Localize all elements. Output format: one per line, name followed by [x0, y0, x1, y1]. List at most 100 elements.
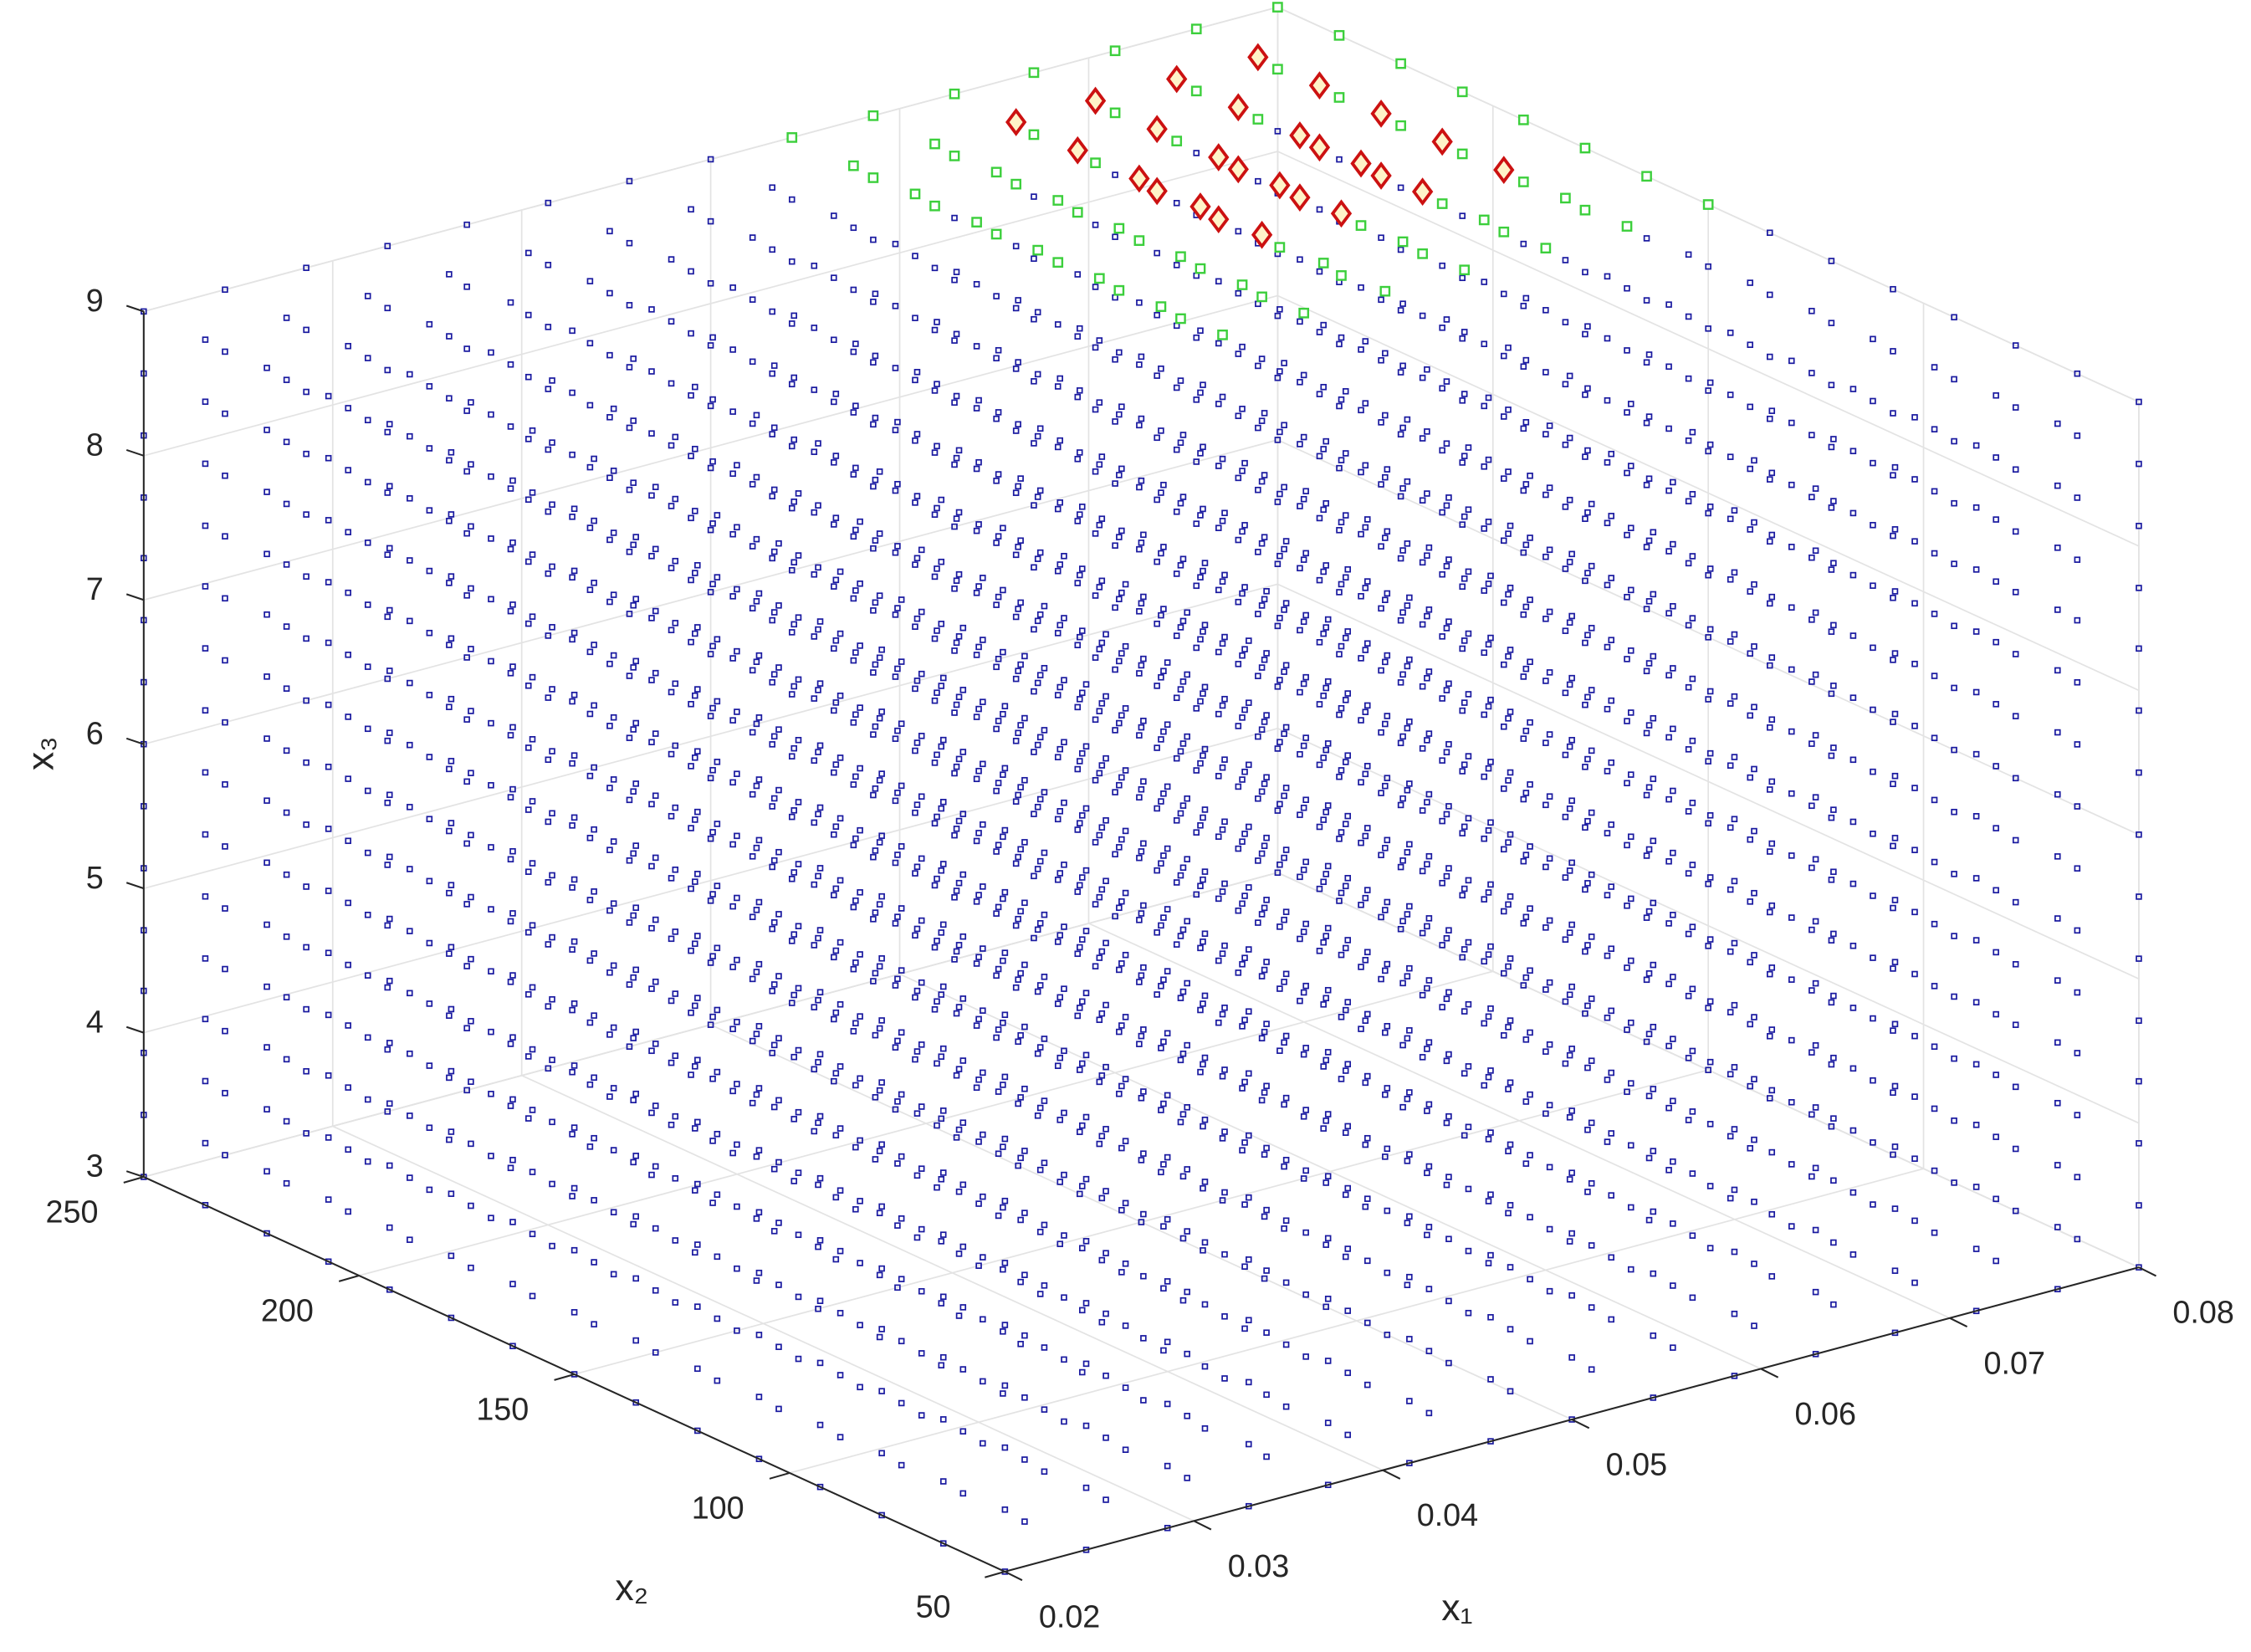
lattice-point [993, 910, 1000, 917]
lattice-point [345, 899, 351, 907]
lattice-point [870, 978, 877, 985]
lattice-point [1164, 1338, 1171, 1346]
lattice-point [610, 713, 617, 721]
lattice-point [973, 280, 980, 288]
lattice-point [488, 719, 494, 727]
lattice-point [1972, 566, 1980, 573]
lattice-point [1830, 1115, 1837, 1122]
lattice-point [931, 264, 939, 272]
lattice-point [918, 546, 925, 554]
lattice-point [816, 618, 824, 625]
lattice-point [1911, 970, 1918, 978]
lattice-point [1200, 381, 1206, 388]
lattice-point [1246, 699, 1252, 706]
lattice-point [2054, 915, 2061, 922]
lattice-point [852, 402, 859, 409]
lattice-point [1179, 494, 1187, 500]
lattice-point [1001, 1506, 1009, 1513]
lattice-point [1890, 348, 1896, 355]
lattice-point [1424, 923, 1430, 930]
lattice-point [788, 442, 796, 450]
lattice-point [749, 975, 756, 983]
lattice-point [1808, 370, 1815, 376]
lattice-point [1505, 901, 1512, 908]
lattice-point [938, 621, 945, 627]
square-point [1032, 244, 1044, 256]
lattice-point [1316, 639, 1323, 646]
lattice-point [1056, 499, 1064, 506]
lattice-point [1808, 678, 1815, 685]
lattice-point [1689, 615, 1696, 621]
lattice-point [488, 596, 494, 603]
lattice-point [1624, 656, 1630, 662]
lattice-point [1276, 368, 1283, 375]
lattice-point [1061, 1418, 1067, 1425]
lattice-point [1445, 927, 1452, 933]
lattice-point [672, 866, 679, 873]
lattice-point [878, 1265, 885, 1272]
lattice-point [1300, 1113, 1307, 1120]
lattice-point [1685, 808, 1692, 815]
lattice-point [263, 1044, 270, 1051]
lattice-point [1481, 958, 1488, 965]
lattice-point [709, 953, 716, 959]
lattice-point [1604, 892, 1611, 898]
lattice-point [1584, 1126, 1591, 1133]
lattice-point [303, 635, 310, 642]
lattice-point [1501, 599, 1507, 606]
lattice-point [1173, 446, 1180, 453]
lattice-point [407, 495, 413, 502]
lattice-point [918, 1103, 925, 1110]
lattice-point [694, 1241, 701, 1248]
lattice-point [1689, 1047, 1696, 1055]
lattice-point [1627, 647, 1635, 654]
lattice-point [975, 892, 982, 898]
lattice-point [1344, 1061, 1352, 1068]
lattice-point [448, 1067, 455, 1075]
lattice-point [463, 654, 470, 661]
lattice-point [1322, 437, 1329, 445]
lattice-point [832, 1194, 840, 1201]
lattice-point [1246, 946, 1252, 953]
lattice-point [1092, 839, 1099, 846]
lattice-point [1342, 759, 1349, 765]
lattice-point [1281, 606, 1287, 613]
lattice-point [1300, 804, 1307, 811]
lattice-point [283, 623, 290, 630]
lattice-point [1487, 759, 1494, 765]
lattice-point [938, 929, 945, 936]
lattice-point [1768, 469, 1776, 477]
lattice-point [384, 800, 391, 806]
lattice-point [549, 439, 555, 446]
lattice-point [714, 1315, 721, 1322]
lattice-point [1098, 948, 1106, 955]
lattice-point [222, 1152, 228, 1158]
lattice-point [507, 485, 514, 492]
lattice-point [606, 536, 613, 544]
square-point [1702, 199, 1714, 210]
lattice-point [545, 694, 552, 701]
lattice-point [610, 776, 617, 783]
lattice-point [426, 507, 433, 514]
diamond-point [1067, 136, 1088, 165]
lattice-point [1685, 683, 1692, 691]
lattice-point [857, 889, 863, 896]
lattice-point [1096, 1140, 1103, 1148]
lattice-point [2012, 836, 2019, 844]
lattice-point [1627, 401, 1635, 407]
lattice-point [463, 221, 470, 228]
lattice-point [1118, 589, 1125, 596]
lattice-point [1140, 1150, 1147, 1157]
lattice-point [1459, 830, 1466, 836]
lattice-point [2012, 961, 2019, 968]
lattice-point [222, 410, 228, 417]
lattice-point [1768, 1087, 1776, 1094]
lattice-point [955, 570, 963, 578]
lattice-point [1201, 868, 1209, 875]
lattice-point [652, 1286, 659, 1294]
lattice-point [1061, 739, 1067, 746]
lattice-point [1972, 1061, 1980, 1068]
lattice-point [729, 1149, 736, 1157]
lattice-point [1138, 477, 1145, 484]
lattice-point [1322, 809, 1329, 816]
